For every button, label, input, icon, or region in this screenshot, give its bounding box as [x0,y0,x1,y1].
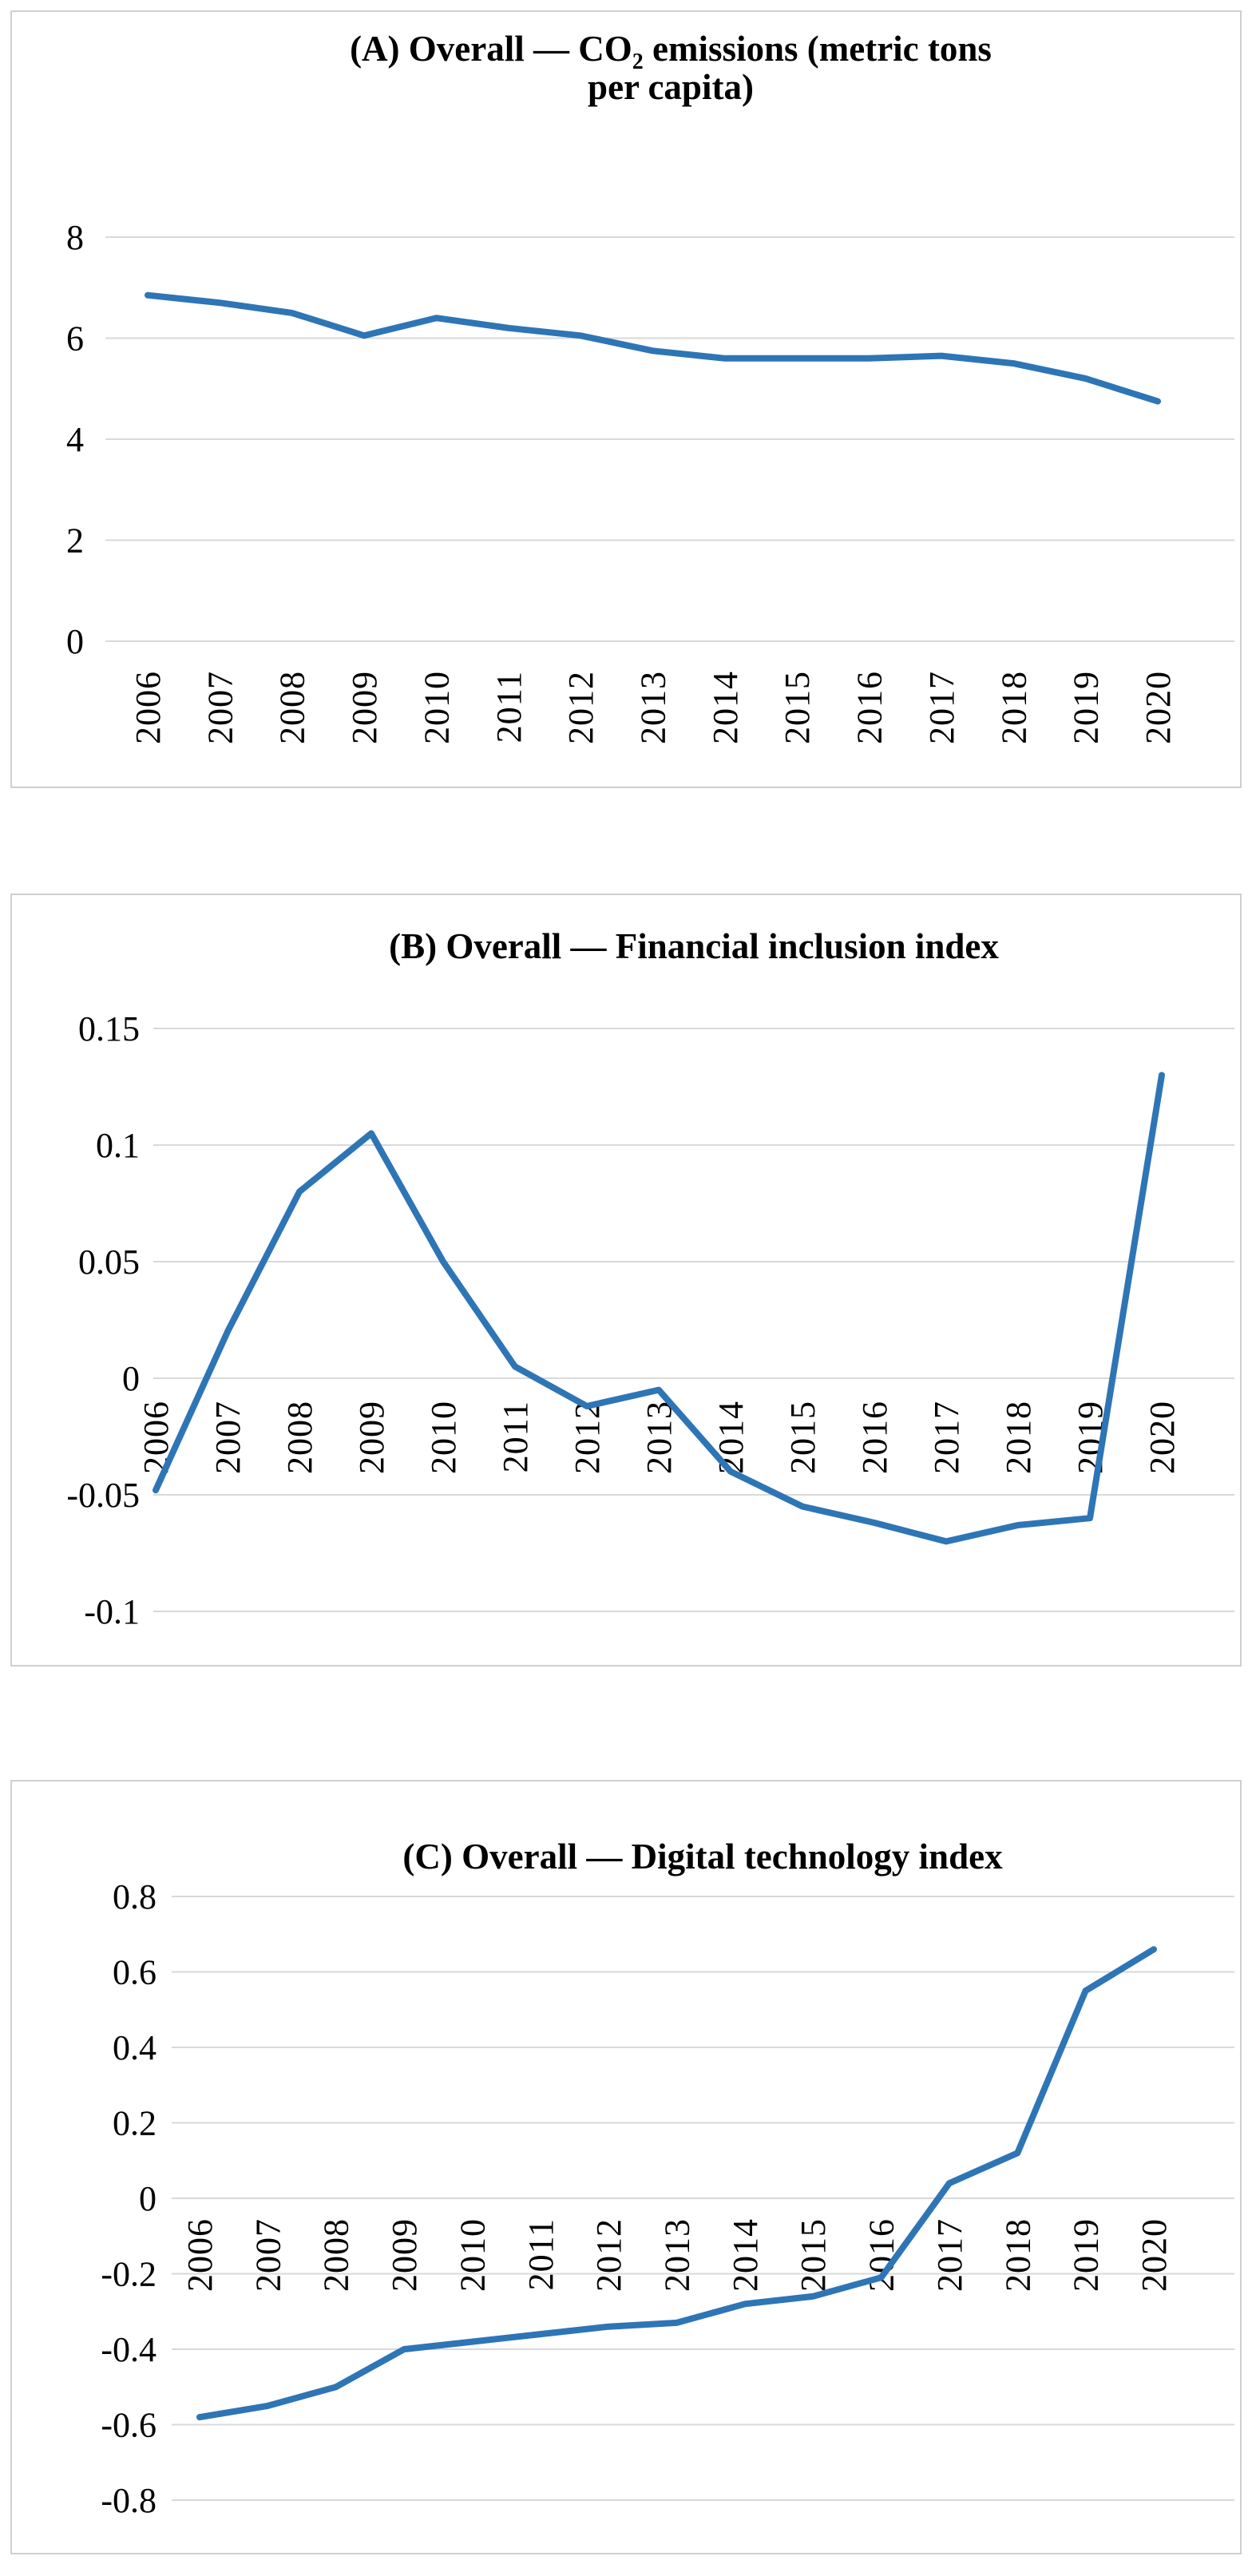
x-tick-label: 2019 [1067,671,1106,744]
y-tick-label: 6 [66,319,84,358]
x-tick-label: 2008 [317,2218,356,2292]
y-tick-label: 0.6 [113,1952,156,1991]
y-tick-label: 0 [122,1359,140,1398]
x-tick-label: 2012 [561,671,600,744]
x-tick-label: 2011 [489,671,529,743]
x-tick-label: 2007 [208,1401,248,1474]
x-tick-label: 2019 [1067,2218,1106,2292]
x-tick-label: 2018 [994,671,1033,744]
chart-a: 8 6 4 2 0 2006 2007 2008 2009 2010 2011 2012 2013 201… [10,10,1242,788]
x-tick-label: 2017 [922,671,961,744]
x-tick-label: 2009 [352,1401,391,1474]
x-tick-label: 2020 [1139,671,1178,744]
x-tick-label: 2010 [453,2218,492,2292]
x-tick-label: 2006 [180,2218,220,2292]
y-tick-label: -0.4 [101,2330,156,2369]
y-tick-label: 0.2 [113,2103,156,2142]
x-tick-label: 2011 [496,1401,535,1472]
chart-title-a-line1: (A) Overall — CO2 emissions (metric tons [350,29,992,74]
x-tick-label: 2018 [998,2218,1037,2292]
x-tick-label: 2018 [999,1401,1038,1474]
x-tick-label: 2009 [345,671,384,744]
x-tick-label: 2016 [855,1401,894,1474]
x-tick-label: 2008 [273,671,312,744]
x-tick-label: 2020 [1135,2218,1174,2292]
x-tick-label: 2009 [385,2218,424,2292]
y-tick-label: -0.8 [101,2481,156,2520]
chart-title-a-line2: per capita) [588,67,754,107]
x-tick-label: 2015 [778,671,817,744]
y-tick-label: 0.4 [113,2028,156,2067]
y-tick-label: 0.05 [78,1242,140,1282]
y-tick-label: 0.1 [96,1126,140,1165]
x-tick-label: 2007 [248,2218,287,2292]
x-tick-label: 2012 [589,2218,628,2292]
x-tick-label: 2006 [129,671,168,744]
x-tick-label: 2007 [200,671,240,744]
x-tick-label: 2014 [726,2218,765,2292]
y-tick-label: 0 [66,622,84,661]
x-tick-label: 2010 [417,671,456,744]
x-tick-label: 2015 [794,2218,833,2292]
x-tick-label: 2008 [280,1401,319,1474]
data-line-b [153,1072,1165,1545]
y-tick-label: -0.6 [101,2405,156,2444]
x-tick-label: 2013 [634,671,673,744]
x-tick-label: 2016 [850,671,889,744]
x-tick-label: 2017 [927,1401,966,1474]
x-tick-label: 2017 [930,2218,969,2292]
y-tick-label: -0.1 [84,1592,140,1631]
x-tick-label: 2013 [640,1401,679,1474]
x-tick-label: 2014 [706,671,745,744]
x-tick-label: 2012 [568,1401,607,1474]
panel-border-b [10,894,1242,1666]
panel-border-a [10,10,1242,788]
y-tick-label: -0.05 [66,1476,140,1515]
x-tick-label: 2010 [424,1401,463,1474]
y-tick-label: -0.2 [101,2254,156,2293]
y-tick-label: 2 [66,521,84,560]
x-tick-label: 2013 [658,2218,697,2292]
y-tick-label: 8 [66,218,84,257]
y-tick-label: 0 [139,2179,156,2218]
x-tick-label: 2014 [711,1401,751,1474]
chart-title-c-line1: (C) Overall — Digital technology index [402,1837,1003,1877]
y-tick-label: 0.15 [78,1009,140,1048]
data-line-c [196,1946,1157,2421]
x-tick-label: 2020 [1143,1401,1182,1474]
chart-title-b-line1: (B) Overall — Financial inclusion index [389,926,999,966]
data-line-a [145,291,1161,405]
x-tick-label: 2011 [521,2218,561,2290]
y-tick-label: 4 [66,420,84,459]
x-tick-label: 2015 [783,1401,822,1474]
chart-c: 0.8 0.6 0.4 0.2 0 -0.2 -0.4 -0.6 -0.8 2006 2007 200… [10,1780,1242,2554]
y-tick-label: 0.8 [113,1877,156,1916]
